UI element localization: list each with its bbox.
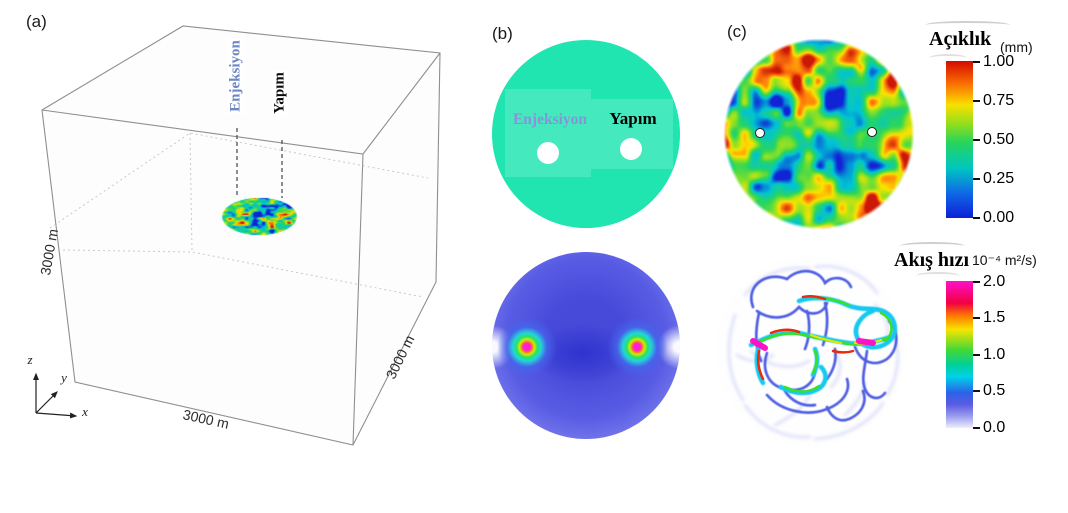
flow-tick-4: 0.0 [973,419,1005,437]
injection-well-dot-heatmap [755,128,765,138]
axis-triad [33,372,78,419]
aperture-tick-4: 0.00 [973,209,1014,227]
production-well-dot [620,138,642,160]
flow-colorbar-unit: 10⁻⁴ m²/s) [972,252,1037,268]
production-well-label: Yapım [609,109,657,128]
red-channel-segments [756,294,855,381]
cube-hidden-gridlines [49,132,429,298]
uniform-flow-velocity-circle [492,252,680,439]
aperture-tick-3: 0.25 [973,170,1014,188]
aperture-colorbar-unit: (mm) [1000,39,1033,55]
decorative-arc-1 [925,21,1010,29]
aperture-tick-1: 0.75 [973,92,1014,110]
decorative-arc-2 [929,54,967,62]
axis-x-label: x [82,404,88,419]
heterogeneous-aperture-heatmap [723,38,915,230]
flow-tick-3: 0.5 [973,382,1005,400]
axis-y-label: y [61,370,67,385]
uniform-aperture-circle: Enjeksiyon Yapım [492,40,680,228]
flow-tick-0: 2.0 [973,273,1005,291]
panel-b-label: (b) [492,24,513,43]
production-well-dot-heatmap [867,127,877,137]
panel-a-label: (a) [26,12,47,31]
decorative-arc-3 [900,242,965,250]
cube-edges [41,25,441,446]
flow-tick-1: 1.5 [973,309,1005,327]
flow-tick-2: 1.0 [973,346,1005,364]
network-background [716,256,906,446]
flow-colorbar [946,281,973,428]
magenta-peak-channels [750,338,876,351]
faint-channel-wisps [727,264,900,441]
production-well-label-3d: Yapım [271,70,289,116]
aperture-colorbar [946,61,973,218]
channelized-flow-network [716,256,906,446]
panel-c-label: (c) [727,22,747,41]
aperture-tick-2: 0.50 [973,131,1014,149]
injection-well-label: Enjeksiyon [512,111,588,128]
fracture-aperture-disk [221,197,298,236]
aperture-tick-0: 1.00 [973,53,1014,71]
injection-well-label-3d: Enjeksiyon [227,38,245,114]
axis-z-label: z [27,352,33,367]
well-dashed-lines [236,128,283,198]
cube-3d-diagram [33,25,441,446]
flow-colorbar-title: Akış hızı [894,249,970,271]
decorative-arc-4 [916,272,960,280]
injection-well-dot [537,142,559,164]
aperture-colorbar-title: Açıklık [929,28,992,50]
